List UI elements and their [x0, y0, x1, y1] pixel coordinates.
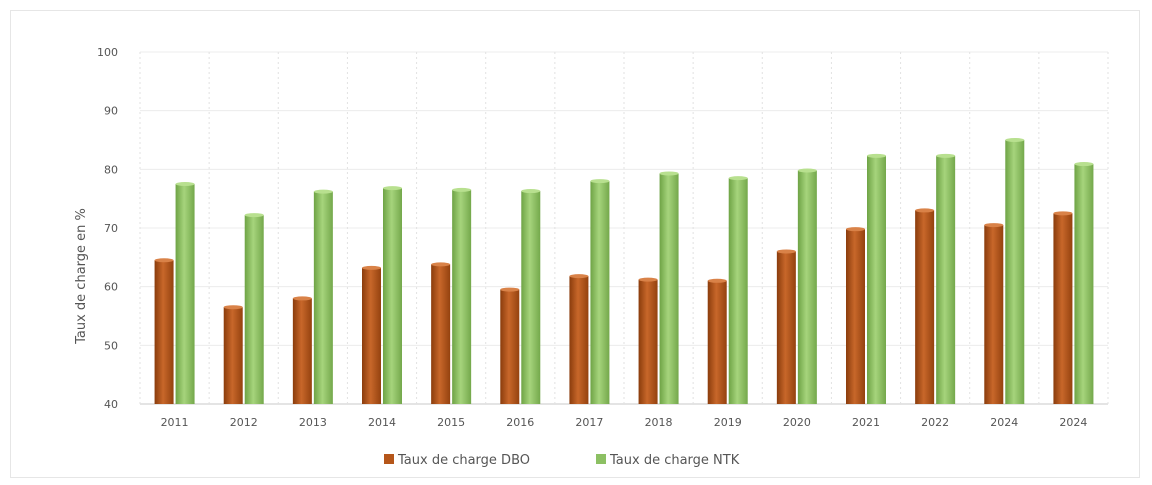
bar-ntk	[244, 215, 264, 404]
bar-dbo	[292, 298, 312, 404]
bar-dbo-cap	[1053, 211, 1073, 216]
bar-ntk	[452, 189, 472, 404]
x-tick-label: 2011	[161, 416, 189, 429]
y-tick-label: 70	[104, 222, 118, 235]
bar-ntk	[313, 191, 333, 404]
bar-ntk-cap	[1005, 138, 1025, 142]
bar-dbo	[1053, 213, 1073, 404]
bar-ntk-cap	[797, 168, 817, 173]
bar-dbo	[984, 225, 1004, 404]
grid-lines	[139, 51, 1109, 405]
x-tick-label: 2024	[1059, 416, 1087, 429]
legend-item-dbo: Taux de charge DBO	[384, 453, 530, 468]
bar-ntk	[797, 170, 817, 404]
x-tick-label: 2019	[714, 416, 742, 429]
legend-swatch	[384, 454, 394, 464]
legend: Taux de charge DBO Taux de charge NTK	[384, 453, 740, 468]
legend-label: Taux de charge NTK	[609, 453, 740, 468]
bar-ntk	[175, 184, 195, 404]
bars-group	[154, 138, 1094, 404]
bar-dbo	[362, 267, 381, 404]
bar-ntk-cap	[383, 186, 402, 191]
bar-dbo	[776, 251, 796, 404]
x-tick-label: 2021	[852, 416, 880, 429]
x-tick-label: 2022	[921, 416, 949, 429]
bar-dbo	[154, 260, 174, 404]
bar-ntk	[383, 188, 402, 404]
x-tick-label: 2024	[990, 416, 1018, 429]
bar-ntk	[1074, 164, 1094, 404]
bar-ntk-cap	[1074, 162, 1094, 167]
bar-ntk-cap	[175, 182, 195, 186]
bar-dbo	[569, 276, 589, 404]
x-tick-label: 2012	[230, 416, 258, 429]
bar-dbo	[638, 279, 658, 404]
y-tick-label: 100	[97, 46, 118, 59]
bar-ntk	[867, 155, 886, 404]
y-tick-label: 50	[104, 339, 118, 352]
legend-label: Taux de charge DBO	[397, 453, 530, 468]
bar-ntk-cap	[244, 213, 264, 218]
bar-dbo-cap	[500, 287, 520, 292]
y-axis-label: Taux de charge en %	[74, 208, 89, 345]
y-tick-label: 80	[104, 163, 118, 176]
bar-dbo-cap	[707, 278, 727, 283]
legend-swatch	[596, 454, 606, 464]
legend-item-ntk: Taux de charge NTK	[596, 453, 740, 468]
bar-ntk	[728, 178, 748, 404]
bar-ntk	[590, 181, 610, 404]
bar-dbo	[707, 280, 727, 404]
bar-ntk-cap	[936, 153, 956, 158]
bar-dbo-cap	[569, 274, 589, 279]
x-tick-label: 2013	[299, 416, 327, 429]
y-tick-label: 40	[104, 398, 118, 411]
bar-dbo-cap	[638, 277, 658, 282]
x-tick-label: 2015	[437, 416, 465, 429]
x-tick-label: 2020	[783, 416, 811, 429]
y-tick-label: 60	[104, 281, 118, 294]
bar-dbo-cap	[154, 258, 174, 263]
bar-dbo-cap	[984, 223, 1004, 228]
bar-ntk-cap	[452, 187, 472, 192]
x-axis: 2011 2012 2013 2014 2015 2016 2017 2018 2019 2020…	[161, 416, 1088, 429]
bar-dbo-cap	[776, 249, 796, 254]
bar-ntk	[521, 191, 541, 404]
bar-ntk-cap	[313, 189, 333, 194]
x-tick-label: 2016	[506, 416, 534, 429]
bar-ntk-cap	[521, 189, 541, 194]
bar-ntk-cap	[590, 179, 610, 184]
bar-dbo	[846, 229, 865, 404]
bar-dbo	[431, 264, 451, 404]
bar-ntk-cap	[659, 171, 679, 176]
bar-dbo	[915, 210, 935, 404]
bar-dbo-cap	[846, 227, 865, 232]
bar-ntk	[1005, 140, 1025, 404]
y-tick-label: 90	[104, 105, 118, 118]
bar-dbo-cap	[431, 262, 451, 267]
x-tick-label: 2018	[645, 416, 673, 429]
bar-ntk	[659, 173, 679, 404]
bar-dbo-cap	[292, 296, 312, 301]
bar-dbo-cap	[915, 208, 935, 213]
bar-dbo-cap	[223, 305, 243, 310]
bar-dbo-cap	[362, 265, 381, 270]
bar-ntk	[936, 155, 956, 404]
bar-ntk-cap	[728, 176, 748, 181]
x-tick-label: 2017	[575, 416, 603, 429]
bar-dbo	[500, 289, 520, 404]
bar-ntk-cap	[867, 153, 886, 158]
x-tick-label: 2014	[368, 416, 396, 429]
y-axis: 40 50 60 70 80 90 100	[97, 46, 118, 411]
bar-dbo	[223, 307, 243, 404]
